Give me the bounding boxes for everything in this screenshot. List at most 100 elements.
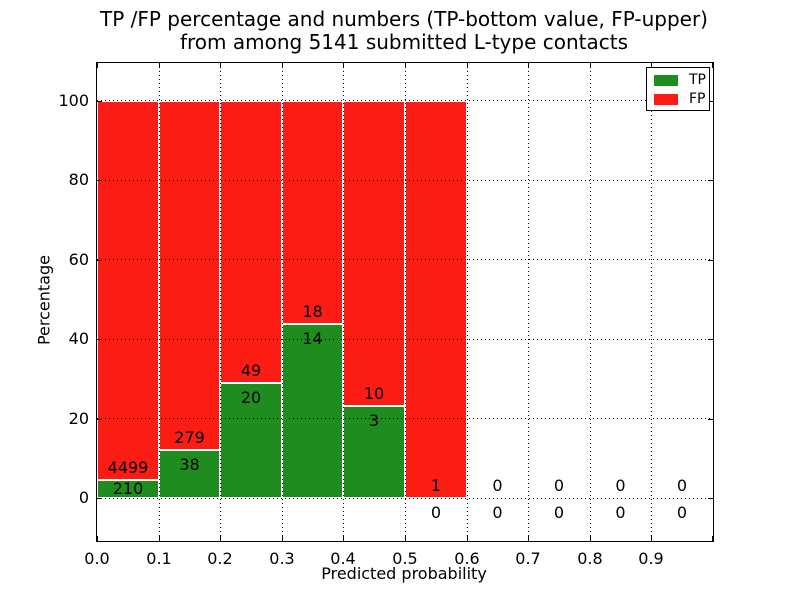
y-tick-label: 60 (68, 250, 89, 269)
v-gridline (342, 63, 344, 541)
y-tick-label: 40 (68, 329, 89, 348)
v-gridline (404, 63, 406, 541)
fp-count-label: 1 (430, 476, 442, 495)
legend-entry: FP (647, 90, 709, 109)
x-tick-mark (97, 536, 98, 541)
v-gridline (650, 63, 652, 541)
x-tick-label: 0.1 (146, 549, 172, 568)
fp-count-label: 279 (174, 428, 205, 448)
tp-bar-segment (159, 450, 220, 498)
x-tick-mark-top (282, 63, 283, 68)
x-tick-label: 0.9 (638, 549, 664, 568)
x-tick-mark-top (220, 63, 221, 68)
v-gridline (281, 63, 283, 541)
x-tick-mark (282, 536, 283, 541)
y-tick-label: 100 (58, 91, 89, 110)
y-tick-mark (97, 339, 102, 340)
y-axis-label: Percentage (34, 255, 54, 346)
x-tick-mark-top (590, 63, 591, 68)
y-tick-mark-right (708, 419, 713, 420)
x-tick-mark (220, 536, 221, 541)
x-tick-mark (590, 536, 591, 541)
x-tick-label: 0.3 (269, 549, 295, 568)
tp-count-label: 0 (676, 503, 688, 522)
fp-bar-segment (405, 100, 467, 498)
x-tick-mark-top (159, 63, 160, 68)
chart-title-line2: from among 5141 submitted L-type contact… (179, 30, 629, 54)
fp-count-label: 49 (240, 360, 262, 380)
fp-bar-segment (159, 100, 220, 451)
y-tick-mark-right (708, 339, 713, 340)
tp-count-label: 14 (302, 329, 323, 349)
x-tick-label: 0.6 (454, 549, 480, 568)
x-tick-label: 0.7 (515, 549, 541, 568)
x-tick-label: 0.8 (577, 549, 603, 568)
tp-count-label: 0 (553, 503, 565, 522)
fp-count-label: 18 (302, 302, 323, 322)
x-tick-mark (343, 536, 344, 541)
v-gridline (466, 63, 468, 541)
x-tick-mark-top (343, 63, 344, 68)
tp-count-label: 0 (615, 503, 626, 522)
x-tick-mark (712, 536, 713, 541)
fp-bar-segment (343, 100, 405, 407)
fp-count-label: 10 (363, 384, 385, 404)
fp-count-label: 0 (676, 476, 688, 495)
legend: TP FP (646, 67, 710, 111)
x-tick-label: 0.0 (84, 549, 110, 568)
x-tick-mark (405, 536, 406, 541)
y-tick-mark-right (708, 180, 713, 181)
fp-count-label: 4499 (107, 458, 149, 478)
x-tick-mark-top (97, 63, 98, 68)
fp-bar-segment (97, 100, 159, 481)
fp-bar-segment (220, 100, 282, 383)
y-tick-mark (97, 180, 102, 181)
x-tick-mark-top (712, 63, 713, 68)
x-tick-label: 0.2 (207, 549, 233, 568)
v-gridline (219, 63, 221, 541)
x-tick-mark (528, 536, 529, 541)
y-tick-label: 20 (68, 409, 89, 428)
y-tick-label: 80 (68, 170, 89, 189)
tp-count-label: 210 (112, 479, 144, 499)
tp-count-label: 20 (240, 387, 262, 407)
y-tick-label: 0 (78, 488, 89, 507)
x-tick-mark (467, 536, 468, 541)
chart-title-line1: TP /FP percentage and numbers (TP-bottom… (100, 7, 708, 31)
x-tick-mark (159, 536, 160, 541)
legend-swatch-fp (654, 94, 678, 105)
legend-swatch-tp (654, 75, 678, 86)
x-tick-mark-top (651, 63, 652, 68)
legend-label-tp: TP (689, 72, 706, 88)
fp-count-label: 0 (553, 476, 565, 495)
y-tick-mark-right (708, 260, 713, 261)
tp-bar-segment (282, 324, 343, 498)
tp-count-label: 0 (430, 503, 442, 522)
plot-area: TP FP 4499 210 279 38 49 20 18 14 10 3 1 0 0 0 0 0 0 0 0 0 0.… (58, 62, 714, 568)
y-tick-mark (97, 101, 102, 102)
legend-label-fp: FP (689, 91, 706, 107)
legend-entry: TP (647, 71, 709, 90)
y-tick-mark-right (708, 101, 713, 102)
x-tick-label: 0.5 (392, 549, 418, 568)
tp-count-label: 38 (179, 455, 200, 475)
tp-count-label: 0 (492, 503, 503, 522)
x-tick-mark (651, 536, 652, 541)
x-tick-mark-top (467, 63, 468, 68)
v-gridline (527, 63, 529, 541)
tp-count-label: 3 (368, 411, 380, 431)
y-tick-mark (97, 260, 102, 261)
v-gridline (589, 63, 591, 541)
y-tick-mark (97, 419, 102, 420)
x-tick-label: 0.4 (330, 549, 356, 568)
fp-count-label: 0 (492, 476, 503, 495)
y-tick-mark (97, 498, 102, 499)
x-tick-mark-top (405, 63, 406, 68)
y-tick-mark-right (708, 498, 713, 499)
x-tick-mark-top (528, 63, 529, 68)
fp-count-label: 0 (615, 476, 626, 495)
x-axis-label: Predicted probability (321, 564, 487, 583)
v-gridline (158, 63, 160, 541)
chart-title: TP /FP percentage and numbers (TP-bottom… (96, 8, 712, 54)
